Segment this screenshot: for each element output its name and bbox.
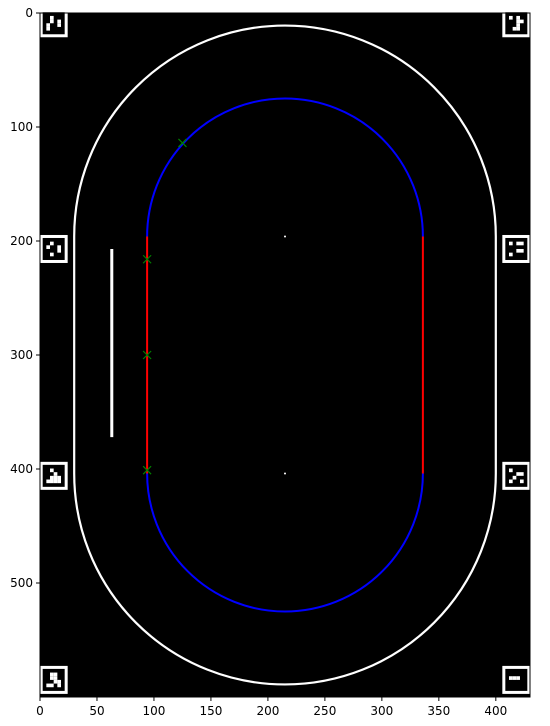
marker-cell xyxy=(50,479,54,484)
data-point-stroke xyxy=(142,465,152,475)
marker-cell xyxy=(50,475,54,480)
marker-cell xyxy=(50,468,54,473)
marker-cell xyxy=(508,676,513,680)
marker-cell xyxy=(508,479,513,484)
marker-cell xyxy=(53,672,58,677)
marker-cell xyxy=(512,676,517,680)
x-tick-label: 250 xyxy=(313,704,336,718)
marker-cell xyxy=(516,472,520,476)
data-point-stroke xyxy=(142,254,152,264)
aruco-marker xyxy=(502,234,531,263)
marker-cell xyxy=(53,472,58,476)
x-axis: 0 50 100 150 200 250 300 350 400 xyxy=(36,697,507,718)
plot-area xyxy=(40,13,530,697)
inner-track-top-curve xyxy=(146,97,424,237)
marker-cell xyxy=(516,241,520,246)
marker-cell xyxy=(50,241,54,246)
x-tick-label: 200 xyxy=(256,704,279,718)
marker-cell xyxy=(46,245,51,249)
marker-cell xyxy=(519,241,524,246)
marker-cell xyxy=(53,475,58,480)
marker-cell xyxy=(512,26,517,31)
marker-cell xyxy=(516,15,520,20)
marker-cell xyxy=(516,676,520,680)
outer-track xyxy=(73,24,497,686)
x-tick-label: 50 xyxy=(89,704,104,718)
marker-cell xyxy=(46,23,51,27)
marker-cell xyxy=(508,15,513,20)
y-tick-label: 500 xyxy=(10,576,33,590)
marker-cell xyxy=(50,15,54,20)
data-point-stroke xyxy=(178,138,187,148)
center-dot xyxy=(284,235,286,238)
y-tick-label: 0 xyxy=(25,6,33,20)
marker-cell xyxy=(57,23,62,27)
marker-cell xyxy=(50,252,54,257)
marker-cell xyxy=(512,475,517,480)
marker-cell xyxy=(519,248,524,253)
aruco-marker xyxy=(39,665,68,694)
data-point xyxy=(142,350,152,360)
x-tick-label: 350 xyxy=(427,704,450,718)
y-tick-label: 300 xyxy=(10,348,33,362)
marker-cell xyxy=(50,676,54,680)
marker-cell xyxy=(57,245,62,249)
marker-cell xyxy=(57,679,62,684)
marker-cell xyxy=(519,19,524,24)
marker-body xyxy=(505,237,528,260)
aruco-marker xyxy=(39,234,68,263)
marker-cell xyxy=(508,241,513,246)
data-point xyxy=(142,254,152,264)
marker-cell xyxy=(50,672,54,677)
marker-cell xyxy=(516,26,520,31)
marker-cell xyxy=(57,19,62,24)
marker-cell xyxy=(57,248,62,253)
marker-cell xyxy=(516,248,520,253)
marker-cell xyxy=(516,19,520,24)
marker-cell xyxy=(46,479,51,484)
marker-cell xyxy=(508,252,513,257)
aruco-marker xyxy=(39,461,68,490)
data-point xyxy=(142,465,152,475)
marker-cell xyxy=(57,479,62,484)
data-point-stroke xyxy=(142,350,152,360)
marker-cell xyxy=(516,23,520,27)
marker-cell xyxy=(50,683,54,688)
marker-cell xyxy=(46,26,51,31)
aruco-marker xyxy=(502,461,531,490)
marker-cell xyxy=(46,683,51,688)
aruco-marker xyxy=(502,665,531,694)
center-dot xyxy=(284,472,286,475)
y-tick-label: 400 xyxy=(10,462,33,476)
marker-cell xyxy=(57,475,62,480)
aruco-marker xyxy=(502,9,531,38)
x-tick-label: 100 xyxy=(143,704,166,718)
x-tick-label: 0 xyxy=(36,704,44,718)
marker-cell xyxy=(50,19,54,24)
marker-cell xyxy=(519,472,524,476)
y-tick-label: 100 xyxy=(10,120,33,134)
plot-content xyxy=(39,9,531,694)
marker-cell xyxy=(53,679,58,684)
marker-cell xyxy=(53,676,58,680)
y-axis: 0 100 200 300 400 500 xyxy=(10,6,40,590)
marker-body xyxy=(42,12,65,35)
x-tick-label: 300 xyxy=(370,704,393,718)
y-tick-label: 200 xyxy=(10,234,33,248)
marker-cell xyxy=(508,468,513,473)
inner-track-bottom-curve xyxy=(146,473,424,613)
x-tick-label: 400 xyxy=(484,704,507,718)
data-point xyxy=(178,138,187,148)
aruco-marker xyxy=(39,9,68,38)
marker-cell xyxy=(57,683,62,688)
marker-body xyxy=(42,237,65,260)
x-tick-label: 150 xyxy=(199,704,222,718)
marker-cell xyxy=(53,479,58,484)
marker-cell xyxy=(519,479,524,484)
